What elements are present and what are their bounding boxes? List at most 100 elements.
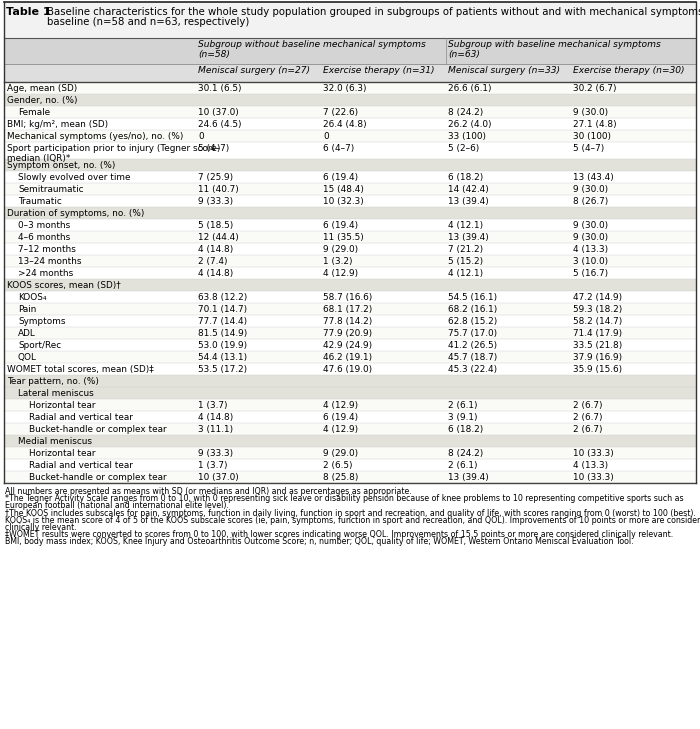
Text: 8 (25.8): 8 (25.8) (323, 472, 358, 481)
Text: 37.9 (16.9): 37.9 (16.9) (573, 353, 622, 362)
Text: 77.8 (14.2): 77.8 (14.2) (323, 316, 372, 326)
Text: Traumatic: Traumatic (18, 197, 62, 206)
Text: Horizontal tear: Horizontal tear (29, 448, 95, 458)
Text: 4 (14.8): 4 (14.8) (198, 244, 233, 254)
Text: clinically relevant.: clinically relevant. (5, 523, 77, 532)
Text: 8 (26.7): 8 (26.7) (573, 197, 608, 206)
Text: Radial and vertical tear: Radial and vertical tear (29, 461, 133, 469)
Text: 53.0 (19.9): 53.0 (19.9) (198, 340, 247, 349)
Text: 9 (29.0): 9 (29.0) (323, 244, 358, 254)
Text: 14 (42.4): 14 (42.4) (448, 184, 489, 193)
Text: 4 (14.8): 4 (14.8) (198, 268, 233, 278)
Text: baseline (n=58 and n=63, respectively): baseline (n=58 and n=63, respectively) (47, 17, 249, 27)
Text: 41.2 (26.5): 41.2 (26.5) (448, 340, 497, 349)
Text: 9 (29.0): 9 (29.0) (323, 448, 358, 458)
Text: 42.9 (24.9): 42.9 (24.9) (323, 340, 372, 349)
Text: 77.7 (14.4): 77.7 (14.4) (198, 316, 247, 326)
Text: †The KOOS includes subscales for pain, symptoms, function in daily living, funct: †The KOOS includes subscales for pain, s… (5, 509, 696, 518)
Text: 9 (30.0): 9 (30.0) (573, 184, 608, 193)
Text: European football (national and international elite level).: European football (national and internat… (5, 502, 229, 510)
Text: Mechanical symptoms (yes/no), no. (%): Mechanical symptoms (yes/no), no. (%) (7, 131, 183, 141)
Text: 68.2 (16.1): 68.2 (16.1) (448, 305, 497, 313)
Bar (4, 279, 696, 291)
Text: 15 (48.4): 15 (48.4) (323, 184, 364, 193)
Text: Age, mean (SD): Age, mean (SD) (7, 84, 77, 93)
Text: 75.7 (17.0): 75.7 (17.0) (448, 329, 497, 338)
Text: 11 (40.7): 11 (40.7) (198, 184, 239, 193)
Text: 58.7 (16.6): 58.7 (16.6) (323, 292, 372, 302)
Bar (4, 207, 696, 219)
Text: 2 (7.4): 2 (7.4) (198, 257, 228, 265)
Bar (4, 183, 696, 195)
Text: 13–24 months: 13–24 months (18, 257, 81, 265)
Text: WOMET total scores, mean (SD)‡: WOMET total scores, mean (SD)‡ (7, 364, 154, 373)
Text: 24.6 (4.5): 24.6 (4.5) (198, 120, 242, 128)
Text: 26.2 (4.0): 26.2 (4.0) (448, 120, 491, 128)
Text: 6 (19.4): 6 (19.4) (323, 173, 358, 182)
Text: 2 (6.7): 2 (6.7) (573, 424, 603, 434)
Text: Table 1: Table 1 (6, 7, 50, 17)
Text: 9 (30.0): 9 (30.0) (573, 220, 608, 230)
Bar (4, 64, 696, 82)
Text: 30 (100): 30 (100) (573, 131, 611, 141)
Bar (4, 243, 696, 255)
Text: 1 (3.2): 1 (3.2) (323, 257, 353, 265)
Bar (4, 159, 696, 171)
Text: 2 (6.5): 2 (6.5) (323, 461, 353, 469)
Text: 2 (6.1): 2 (6.1) (448, 461, 477, 469)
Text: 5 (18.5): 5 (18.5) (198, 220, 233, 230)
Text: Pain: Pain (18, 305, 36, 313)
Bar (4, 387, 696, 399)
Text: 5 (15.2): 5 (15.2) (448, 257, 483, 265)
Bar (4, 351, 696, 363)
Text: 68.1 (17.2): 68.1 (17.2) (323, 305, 372, 313)
Bar (4, 2, 696, 38)
Text: Semitraumatic: Semitraumatic (18, 184, 83, 193)
Text: Medial meniscus: Medial meniscus (18, 437, 92, 445)
Bar (4, 118, 696, 130)
Text: 11 (35.5): 11 (35.5) (323, 233, 364, 241)
Text: 4–6 months: 4–6 months (18, 233, 70, 241)
Text: Bucket-handle or complex tear: Bucket-handle or complex tear (29, 472, 167, 481)
Text: 63.8 (12.2): 63.8 (12.2) (198, 292, 247, 302)
Text: KOOS₄ is the mean score of 4 of 5 of the KOOS subscale scores (ie, pain, symptom: KOOS₄ is the mean score of 4 of 5 of the… (5, 516, 700, 525)
Bar (4, 82, 696, 94)
Text: 7 (25.9): 7 (25.9) (198, 173, 233, 182)
Text: Symptoms: Symptoms (18, 316, 66, 326)
Text: Baseline characteristics for the whole study population grouped in subgroups of : Baseline characteristics for the whole s… (47, 7, 700, 17)
Text: 10 (37.0): 10 (37.0) (198, 472, 239, 481)
Text: Exercise therapy (n=30): Exercise therapy (n=30) (573, 66, 685, 75)
Text: Female: Female (18, 107, 50, 117)
Text: 6 (19.4): 6 (19.4) (323, 413, 358, 421)
Text: KOOS scores, mean (SD)†: KOOS scores, mean (SD)† (7, 281, 120, 289)
Text: 33 (100): 33 (100) (448, 131, 486, 141)
Text: 13 (39.4): 13 (39.4) (448, 472, 489, 481)
Text: Meniscal surgery (n=33): Meniscal surgery (n=33) (448, 66, 560, 75)
Text: 45.7 (18.7): 45.7 (18.7) (448, 353, 497, 362)
Text: 8 (24.2): 8 (24.2) (448, 448, 483, 458)
Bar (4, 303, 696, 315)
Text: 59.3 (18.2): 59.3 (18.2) (573, 305, 622, 313)
Text: Gender, no. (%): Gender, no. (%) (7, 95, 78, 104)
Text: 10 (37.0): 10 (37.0) (198, 107, 239, 117)
Text: 47.6 (19.0): 47.6 (19.0) (323, 364, 372, 373)
Text: 4 (12.9): 4 (12.9) (323, 268, 358, 278)
Text: Exercise therapy (n=31): Exercise therapy (n=31) (323, 66, 435, 75)
Text: 10 (33.3): 10 (33.3) (573, 448, 614, 458)
Text: 32.0 (6.3): 32.0 (6.3) (323, 84, 367, 93)
Text: 3 (9.1): 3 (9.1) (448, 413, 477, 421)
Bar (4, 411, 696, 423)
Bar (4, 267, 696, 279)
Text: All numbers are presented as means with SD (or medians and IQR) and as percentag: All numbers are presented as means with … (5, 487, 412, 496)
Bar (4, 375, 696, 387)
Text: 54.4 (13.1): 54.4 (13.1) (198, 353, 247, 362)
Text: 2 (6.1): 2 (6.1) (448, 400, 477, 410)
Text: 30.1 (6.5): 30.1 (6.5) (198, 84, 242, 93)
Text: 0: 0 (323, 131, 328, 141)
Text: 0: 0 (198, 131, 204, 141)
Text: 81.5 (14.9): 81.5 (14.9) (198, 329, 247, 338)
Text: 53.5 (17.2): 53.5 (17.2) (198, 364, 247, 373)
Text: 54.5 (16.1): 54.5 (16.1) (448, 292, 497, 302)
Text: Sport/Rec: Sport/Rec (18, 340, 61, 349)
Text: KOOS₄: KOOS₄ (18, 292, 46, 302)
